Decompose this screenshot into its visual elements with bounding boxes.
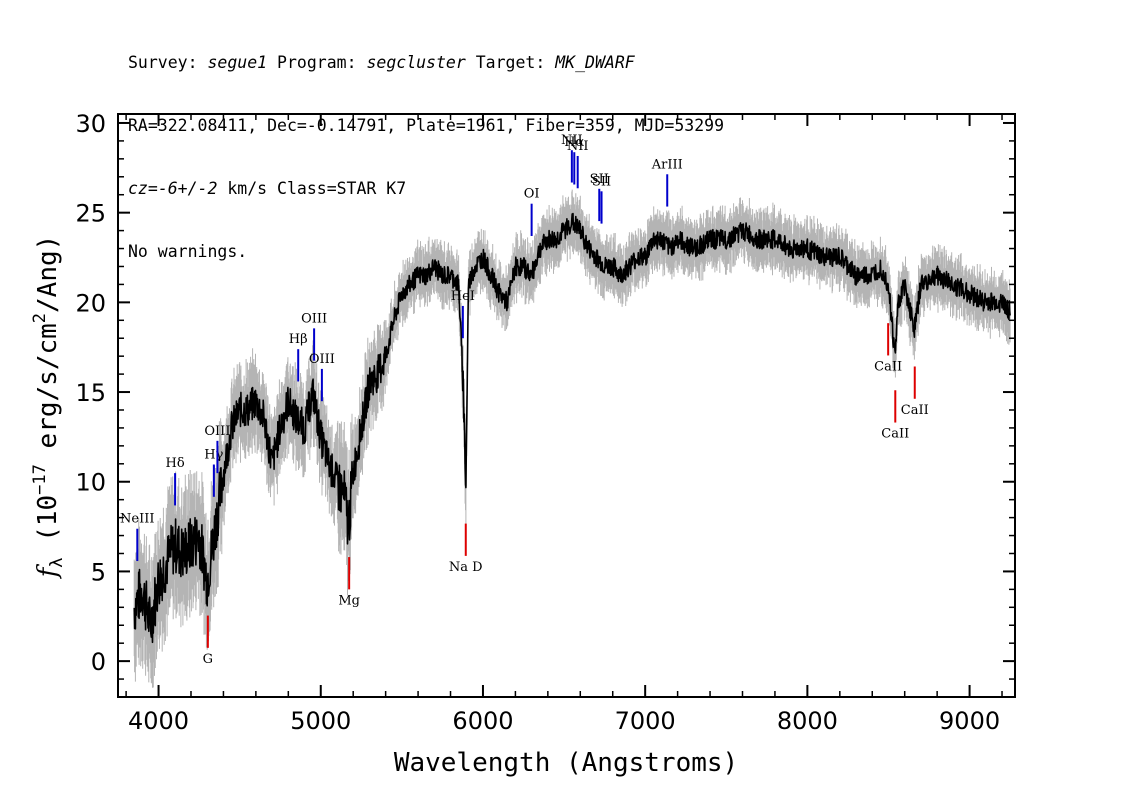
y-axis-subscript: λ (47, 557, 67, 567)
x-tick-label-1: 5000 (290, 707, 351, 735)
absorption-line-label-2: Na D (449, 560, 483, 575)
y-tick-label-0: 0 (91, 648, 106, 676)
header-line-3: cz=-6+/-2 km/s Class=STAR K7 (128, 178, 724, 199)
target-value: MK_DWARF (555, 53, 635, 72)
class-text: km/s Class=STAR K7 (217, 179, 407, 198)
plot-frame (117, 113, 1016, 698)
emission-line-label-0: NeIII (120, 512, 154, 527)
survey-value: segue1 (207, 53, 268, 72)
y-axis-text-3: /Ang) (33, 235, 63, 313)
spectrum-header: Survey: segue1 Program: segcluster Targe… (128, 10, 724, 283)
absorption-line-label-0: G (203, 652, 213, 667)
error-band-path (133, 189, 1011, 688)
y-tick-label-2: 10 (75, 469, 106, 497)
y-tick-label-5: 25 (75, 200, 106, 228)
emission-line-label-3: OIII (204, 424, 230, 439)
emission-line-label-11: NII (567, 139, 589, 154)
x-tick-label-4: 8000 (777, 707, 838, 735)
y-axis-title: fλ (10−17 erg/s/cm2/Ang) (30, 235, 67, 580)
error-band (133, 189, 1011, 688)
emission-line-label-8: OI (524, 187, 540, 202)
absorption-line-label-5: CaII (901, 403, 929, 418)
emission-line-label-9: NII (561, 133, 583, 148)
emission-line-label-10: Hα (564, 135, 584, 150)
x-axis-title: Wavelength (Angstroms) (394, 748, 738, 778)
program-value: segcluster (366, 53, 466, 72)
spectral-line-markers: NeIIIHδHγOIIIHβOIIIOIIIHeIOINIIHαNIISIIS… (120, 133, 929, 667)
program-label: Program: (277, 53, 357, 72)
header-line-1: Survey: segue1 Program: segcluster Targe… (128, 52, 724, 73)
header-line-2: RA=322.08411, Dec=-0.14791, Plate=1961, … (128, 116, 725, 135)
x-tick-label-5: 9000 (939, 707, 1000, 735)
y-tick-label-1: 5 (91, 558, 106, 586)
emission-line-label-13: SII (592, 174, 611, 189)
y-tick-label-6: 30 (75, 110, 106, 138)
cz-label: cz= (128, 179, 158, 198)
x-tick-label-0: 4000 (128, 707, 189, 735)
y-axis-exp-2: 2 (30, 313, 50, 323)
absorption-line-label-4: CaII (881, 427, 909, 442)
emission-line-label-14: ArIII (651, 157, 683, 172)
y-axis-exp-1: −17 (30, 464, 50, 495)
emission-line-label-6: OIII (309, 352, 335, 367)
axis-ticks: 4000 5000 6000 7000 8000 9000 0 5 10 15 20 25 30 (75, 110, 1015, 735)
x-tick-label-3: 7000 (615, 707, 676, 735)
emission-line-label-1: Hδ (166, 456, 185, 471)
emission-line-label-2: Hγ (204, 448, 223, 463)
y-tick-label-3: 15 (75, 379, 106, 407)
survey-label: Survey: (128, 53, 198, 72)
emission-line-label-4: Hβ (289, 332, 308, 347)
absorption-line-label-3: CaII (874, 359, 902, 374)
emission-line-label-12: SII (590, 172, 609, 187)
y-axis-text-2: erg/s/cm (33, 323, 63, 464)
target-label: Target: (475, 53, 546, 72)
emission-line-label-5: OIII (301, 311, 327, 326)
header-line-4: No warnings. (128, 242, 248, 261)
y-axis-text-1: (10 (33, 495, 63, 558)
spectrum-series (133, 212, 1011, 644)
emission-line-label-7: HeI (451, 289, 475, 304)
absorption-line-label-1: Mg (338, 593, 360, 608)
cz-value: -6+/-2 (157, 179, 218, 198)
spectrum-line (133, 212, 1011, 644)
y-tick-label-4: 20 (75, 289, 106, 317)
x-tick-label-2: 6000 (452, 707, 513, 735)
